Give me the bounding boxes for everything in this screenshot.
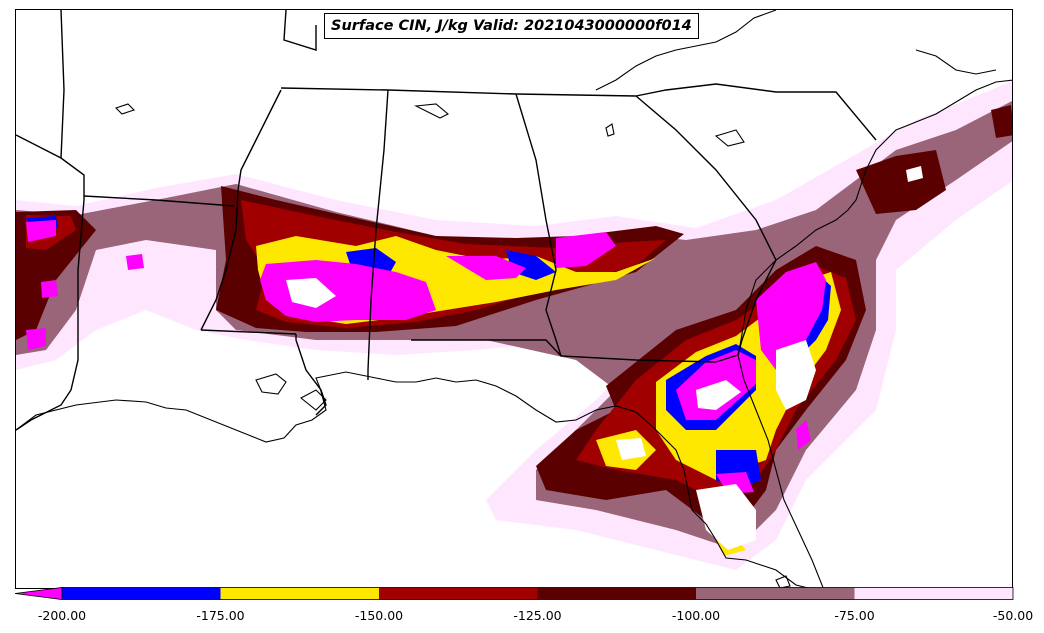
colorbar-bin [696,587,855,600]
colorbar-bins [62,587,1013,600]
colorbar-bin [537,587,696,600]
map-panel [15,9,1013,589]
cin-shading [16,80,1012,570]
colorbar-outline [61,587,1014,600]
colorbar [15,587,1014,600]
colorbar-bin [62,587,221,600]
cin-field-red [26,200,856,500]
coastline [16,10,1012,588]
colorbar-bin [220,587,379,600]
cin-map [16,10,1012,588]
colorbar-tick-label: -50.00 [992,608,1034,623]
colorbar-bin [854,587,1013,600]
map-title: Surface CIN, J/kg Valid: 2021043000000f0… [324,13,699,39]
colorbar-bin [379,587,538,600]
colorbar-under-arrow [15,587,63,600]
colorbar-tick-label: -200.00 [37,608,87,623]
colorbar-tick-label: -150.00 [354,608,404,623]
colorbar-tick-label: -125.00 [513,608,562,623]
state-boundaries [16,10,877,431]
colorbar-tick-label: -175.00 [196,608,245,623]
cin-field-blue [26,216,831,490]
cin-field-white-holes [286,166,923,550]
colorbar-tick-label: -75.00 [834,608,875,623]
colorbar-tick-label: -100.00 [671,608,721,623]
